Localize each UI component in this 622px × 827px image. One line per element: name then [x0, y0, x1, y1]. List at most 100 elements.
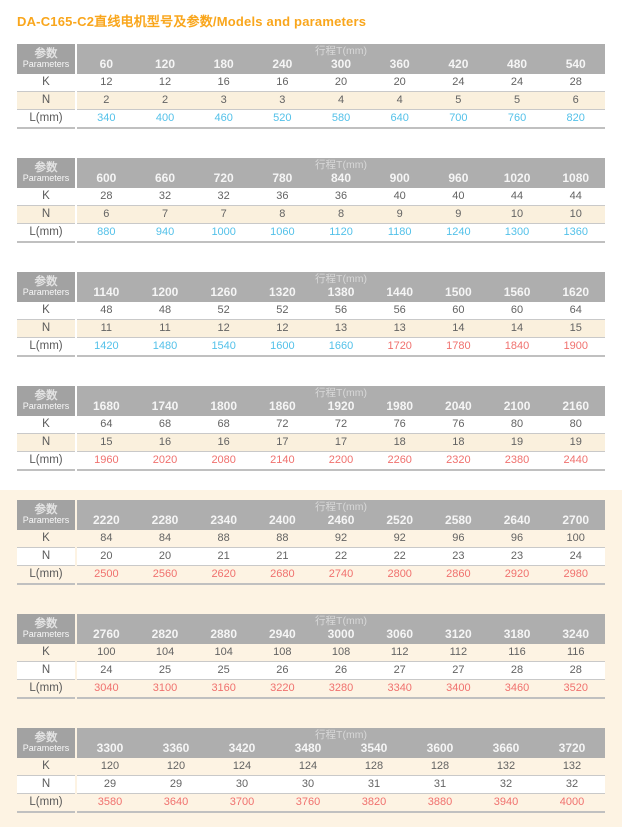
- stroke-value: 2940: [269, 627, 296, 641]
- cell-value: 20: [100, 550, 113, 562]
- table-row-n: N 6 7 7 8 8 9 9 10 10: [17, 206, 605, 224]
- cell-value: 20: [158, 550, 172, 562]
- cell-value: 3640: [163, 796, 189, 808]
- stroke-value: 120: [154, 57, 176, 71]
- row-label-k: K: [17, 74, 75, 92]
- stroke-value: 3300: [96, 741, 124, 755]
- cell-value: 2860: [446, 568, 471, 580]
- table-row-n: N 2 2 3 3 4 4 5 5 6: [17, 92, 605, 110]
- stroke-value: 2460: [327, 513, 355, 527]
- cell-value: 3040: [94, 682, 119, 694]
- cell-value: 28: [569, 76, 582, 88]
- cell-value: 6: [572, 94, 579, 106]
- table-row-n: N 20 20 21 21 22 22 23 23 24: [17, 548, 605, 566]
- stroke-value: 2820: [151, 627, 179, 641]
- param-header-cell: 参数 Parameters: [17, 158, 75, 188]
- stroke-title-label: 行程T(mm): [315, 615, 367, 627]
- table-row-n: N 15 16 16 17 17 18 18 19 19: [17, 434, 605, 452]
- cell-value: 1720: [387, 340, 412, 352]
- cell-value: 2380: [504, 454, 530, 466]
- cell-value: 5: [455, 94, 462, 106]
- stroke-value: 2520: [386, 513, 414, 527]
- cell-value: 104: [155, 646, 175, 658]
- table-header-row: 参数 Parameters 行程T(mm) 1680 1740 1800 1860 1920 1…: [17, 386, 605, 416]
- cell-value: 760: [507, 112, 527, 124]
- cell-value: 26: [276, 664, 289, 676]
- cell-value: 29: [169, 778, 183, 790]
- cell-value: 120: [166, 760, 186, 772]
- param-label-en: Parameters: [22, 515, 70, 526]
- row-cells-k: 120 120 124 124 128 128 132 132: [77, 758, 605, 776]
- stroke-header: 行程T(mm) 2760 2820 2880 2940 3000 3060 3120 3180 3…: [77, 614, 605, 644]
- stroke-value: 1740: [151, 399, 179, 413]
- cell-value: 72: [276, 418, 289, 430]
- row-cells-k: 12 12 16 16 20 20 24 24 28: [77, 74, 605, 92]
- param-header-cell: 参数 Parameters: [17, 272, 75, 302]
- cell-value: 24: [100, 664, 113, 676]
- cell-value: 520: [273, 112, 292, 124]
- cell-value: 16: [158, 436, 172, 448]
- cell-value: 124: [232, 760, 252, 772]
- cell-value: 72: [334, 418, 348, 430]
- param-header-cell: 参数 Parameters: [17, 386, 75, 416]
- cell-value: 2200: [328, 454, 354, 466]
- page-title: DA-C165-C2直线电机型号及参数/Models and parameter…: [17, 14, 367, 29]
- cell-value: 48: [158, 304, 172, 316]
- cell-value: 1360: [563, 226, 588, 238]
- parameters-table-5: 参数 Parameters 行程T(mm) 2220 2280 2340 2400 2460 2…: [17, 500, 605, 585]
- cell-value: 8: [337, 208, 345, 220]
- cell-value: 21: [276, 550, 289, 562]
- cell-value: 1240: [446, 226, 471, 238]
- cell-value: 124: [298, 760, 318, 772]
- row-cells-n: 15 16 16 17 17 18 18 19 19: [77, 434, 605, 452]
- cell-value: 3820: [361, 796, 387, 808]
- cell-value: 1180: [387, 226, 412, 238]
- row-cells-l: 1420 1480 1540 1600 1660 1720 1780 1840 1900: [77, 338, 605, 357]
- table-row-k: K 84 84 88 88 92 92 96 96 100: [17, 530, 605, 548]
- cell-value: 20: [393, 76, 406, 88]
- cell-value: 25: [217, 664, 230, 676]
- cell-value: 1420: [94, 340, 119, 352]
- row-label-n: N: [17, 92, 75, 110]
- stroke-value: 3360: [162, 741, 190, 755]
- cell-value: 40: [452, 190, 465, 202]
- cell-value: 19: [569, 436, 582, 448]
- cell-value: 4: [337, 94, 345, 106]
- row-label-k: K: [17, 644, 75, 662]
- cell-value: 8: [279, 208, 286, 220]
- cell-value: 3280: [328, 682, 354, 694]
- param-label-cn: 参数: [34, 161, 58, 174]
- table-row-l: L(mm) 1420 1480 1540 1600 1660 1720 1780 1840 190…: [17, 338, 605, 357]
- table-row-n: N 11 11 12 12 13 13 14 14 15: [17, 320, 605, 338]
- cell-value: 48: [100, 304, 113, 316]
- cell-value: 10: [510, 208, 524, 220]
- cell-value: 3100: [152, 682, 178, 694]
- cell-value: 64: [569, 304, 582, 316]
- stroke-value: 2160: [562, 399, 590, 413]
- cell-value: 60: [510, 304, 524, 316]
- stroke-values-row: 60 120 180 240 300 360 420 480 540: [77, 57, 605, 74]
- cell-value: 9: [455, 208, 462, 220]
- row-cells-n: 11 11 12 12 13 13 14 14 15: [77, 320, 605, 338]
- cell-value: 29: [103, 778, 117, 790]
- param-label-cn: 参数: [34, 47, 58, 60]
- row-cells-l: 2500 2560 2620 2680 2740 2800 2860 2920 2980: [77, 566, 605, 585]
- cell-value: 3520: [563, 682, 588, 694]
- cell-value: 80: [510, 418, 524, 430]
- row-cells-n: 6 7 7 8 8 9 9 10 10: [77, 206, 605, 224]
- cell-value: 20: [334, 76, 348, 88]
- cell-value: 24: [510, 76, 524, 88]
- cell-value: 128: [364, 760, 384, 772]
- row-label-l: L(mm): [17, 110, 75, 129]
- stroke-header: 行程T(mm) 60 120 180 240 300 360 420 480 540: [77, 44, 605, 74]
- cell-value: 18: [393, 436, 406, 448]
- cell-value: 31: [367, 778, 381, 790]
- cell-value: 21: [217, 550, 230, 562]
- stroke-title-label: 行程T(mm): [315, 273, 367, 285]
- stroke-value: 1440: [386, 285, 414, 299]
- parameters-table-3: 参数 Parameters 行程T(mm) 1140 1200 1260 1320 1380 1…: [17, 272, 605, 357]
- param-header-cell: 参数 Parameters: [17, 728, 75, 758]
- cell-value: 1300: [504, 226, 530, 238]
- stroke-value: 180: [213, 57, 234, 71]
- cell-value: 68: [158, 418, 172, 430]
